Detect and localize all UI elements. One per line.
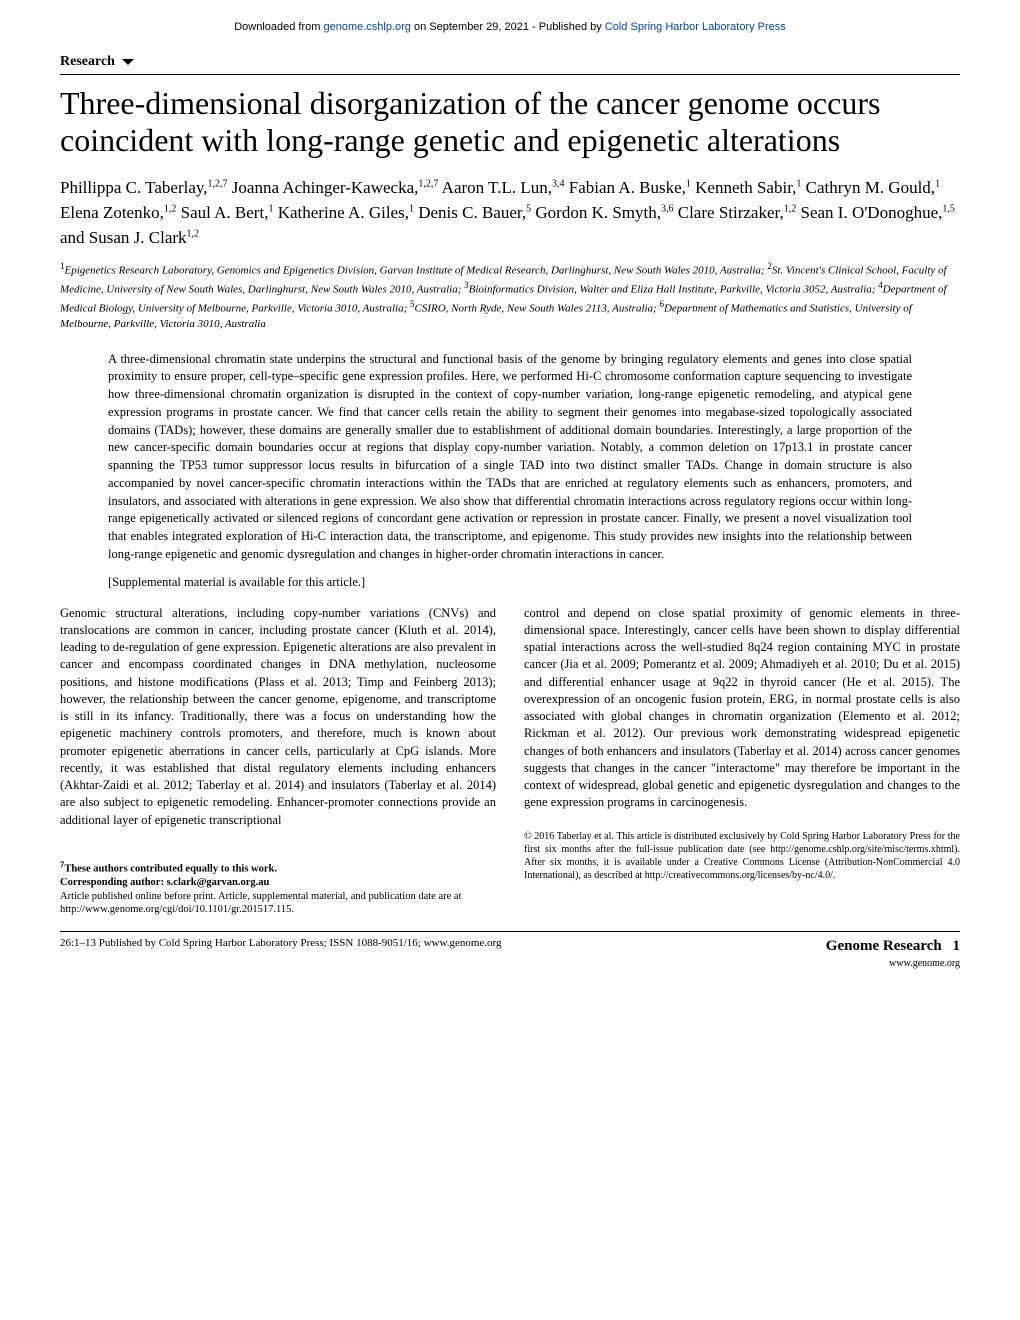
banner-link-repo[interactable]: genome.cshlp.org: [323, 21, 410, 33]
banner-link-publisher[interactable]: Cold Spring Harbor Laboratory Press: [605, 21, 786, 33]
abstract: A three-dimensional chromatin state unde…: [108, 351, 912, 564]
copyright-notice: © 2016 Taberlay et al. This article is d…: [524, 830, 960, 882]
body-column-right: control and depend on close spatial prox…: [524, 605, 960, 917]
affiliations: 1Epigenetics Research Laboratory, Genomi…: [60, 260, 960, 333]
author-list: Phillippa C. Taberlay,1,2,7 Joanna Achin…: [60, 176, 960, 250]
footnote-pub: Article published online before print. A…: [60, 890, 496, 917]
banner-mid: on September 29, 2021 - Published by: [411, 21, 605, 33]
body-column-left: Genomic structural alterations, includin…: [60, 605, 496, 917]
body-paragraph: Genomic structural alterations, includin…: [60, 605, 496, 829]
download-banner: Downloaded from genome.cshlp.org on Sept…: [60, 20, 960, 35]
footer-left: 26:1–13 Published by Cold Spring Harbor …: [60, 936, 502, 951]
page-footer: 26:1–13 Published by Cold Spring Harbor …: [60, 931, 960, 971]
journal-name: Genome Research: [826, 938, 942, 954]
supplemental-note: [Supplemental material is available for …: [108, 574, 912, 591]
journal-brand: Genome Research 1 www.genome.org: [826, 936, 960, 971]
section-header: Research: [60, 53, 960, 75]
footnote-corresponding: Corresponding author: s.clark@garvan.org…: [60, 876, 496, 890]
footnotes: 7These authors contributed equally to th…: [60, 859, 496, 917]
banner-prefix: Downloaded from: [234, 21, 323, 33]
body-paragraph: control and depend on close spatial prox…: [524, 605, 960, 812]
page-number: 1: [953, 938, 961, 954]
body-columns: Genomic structural alterations, includin…: [60, 605, 960, 917]
section-label: Research: [60, 54, 115, 69]
footnote-equal-contrib: 7These authors contributed equally to th…: [60, 859, 496, 876]
journal-url: www.genome.org: [889, 958, 960, 969]
article-title: Three-dimensional disorganization of the…: [60, 85, 960, 161]
